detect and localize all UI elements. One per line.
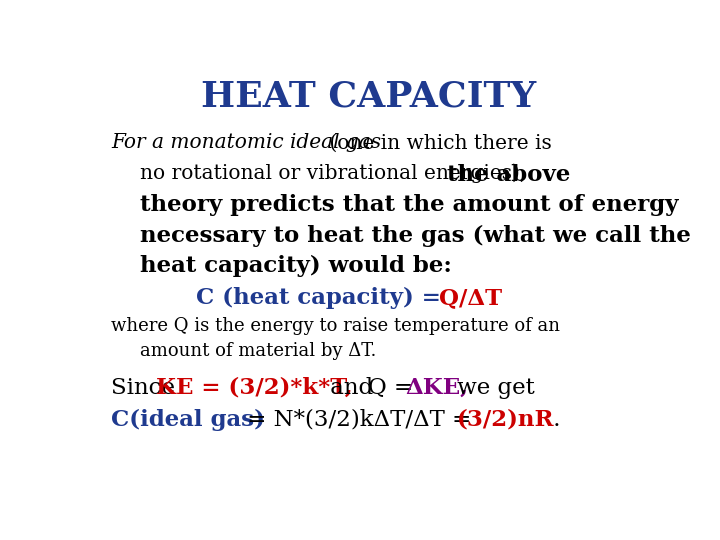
Text: necessary to heat the gas (what we call the: necessary to heat the gas (what we call … (140, 225, 691, 247)
Text: we get: we get (450, 377, 535, 399)
Text: amount of material by ΔT.: amount of material by ΔT. (140, 342, 377, 360)
Text: (one in which there is: (one in which there is (323, 133, 552, 152)
Text: HEAT CAPACITY: HEAT CAPACITY (202, 79, 536, 113)
Text: .: . (546, 409, 561, 431)
Text: and: and (323, 377, 381, 399)
Text: ΔKE,: ΔKE, (405, 377, 468, 399)
Text: no rotational or vibrational energies),: no rotational or vibrational energies), (140, 164, 526, 184)
Text: KE = (3/2)*k*T,: KE = (3/2)*k*T, (156, 377, 353, 399)
Text: (3/2)nR: (3/2)nR (457, 409, 554, 431)
Text: Since: Since (111, 377, 182, 399)
Text: For a monatomic ideal gas: For a monatomic ideal gas (111, 133, 382, 152)
Text: = N*(3/2)kΔT/ΔT =: = N*(3/2)kΔT/ΔT = (240, 409, 478, 431)
Text: theory predicts that the amount of energy: theory predicts that the amount of energ… (140, 194, 679, 216)
Text: heat capacity) would be:: heat capacity) would be: (140, 255, 452, 277)
Text: C (heat capacity) =: C (heat capacity) = (196, 287, 449, 309)
Text: Q/ΔT: Q/ΔT (438, 287, 502, 309)
Text: Q =: Q = (368, 377, 420, 399)
Text: C(ideal gas): C(ideal gas) (111, 409, 265, 431)
Text: where Q is the energy to raise temperature of an: where Q is the energy to raise temperatu… (111, 317, 560, 335)
Text: the above: the above (438, 164, 570, 186)
